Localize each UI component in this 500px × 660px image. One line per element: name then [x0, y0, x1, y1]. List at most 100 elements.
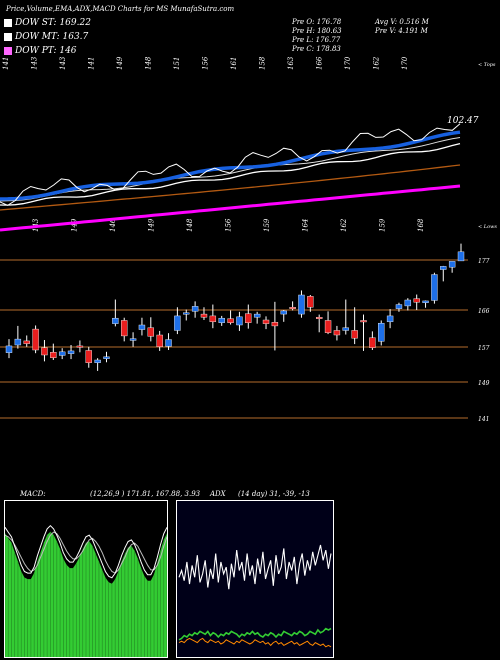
ema-blue-line: [0, 130, 461, 201]
ema-bottom-label: 146: [109, 218, 117, 232]
legend-label-st: DOW ST: 169.22: [15, 18, 91, 28]
macd-values: (12,26,9 ) 171.81, 167.88, 3.93: [90, 490, 201, 498]
price-axis-label: 157: [478, 345, 490, 352]
ema-value-label: 102.47: [447, 116, 479, 126]
candle-body: [218, 317, 225, 323]
ema-bottom-label: 168: [417, 218, 425, 232]
ema-top-label: 149: [116, 56, 124, 70]
ema-orange-line: [0, 164, 461, 211]
candle-body: [165, 339, 172, 347]
ema-bottom-label: 159: [263, 218, 271, 232]
macd-line: [5, 524, 167, 579]
stat-open: Pre O: 176.78: [292, 18, 342, 26]
candle-body: [67, 350, 75, 354]
candle-body: [112, 317, 119, 324]
plus-di-line: [178, 627, 332, 641]
candle-body: [448, 261, 456, 268]
adx-title: ADX: [210, 490, 226, 498]
ema-mt-line: [0, 142, 461, 206]
price-axis-label: 177: [478, 258, 490, 265]
macd-panel: [4, 500, 168, 658]
candle-body: [50, 352, 57, 358]
stat-low: Pre L: 176.77: [292, 36, 341, 44]
legend-dow-pt: DOW PT: 146: [4, 46, 77, 56]
candle-body: [351, 330, 358, 339]
candle-body: [200, 313, 208, 318]
ema-top-label: 170: [344, 56, 352, 70]
adx-values: (14 day) 31, -39, -13: [238, 490, 310, 498]
candle-body: [76, 345, 84, 348]
candle-body: [236, 316, 243, 326]
candle-body: [271, 322, 279, 327]
candle-body: [129, 338, 137, 341]
candle-body: [422, 300, 429, 303]
ema-bottom-label: 149: [71, 218, 79, 232]
ema-top-label: 170: [401, 56, 409, 70]
candle-body: [103, 356, 110, 359]
candle-body: [94, 359, 101, 363]
candle-body: [315, 317, 323, 319]
candle-body: [262, 319, 270, 324]
candle-body: [85, 350, 92, 363]
ema-bottom-label: 156: [225, 218, 233, 232]
candle-body: [191, 306, 199, 312]
stat-avg-volume: Avg V: 0.516 M: [375, 18, 429, 26]
ema-top-label: 162: [373, 56, 381, 70]
candle-body: [440, 266, 447, 270]
ema-top-label: 141: [88, 57, 96, 70]
ema-top-label: 141: [2, 57, 10, 70]
candle-body: [386, 315, 394, 323]
legend-dow-mt: DOW MT: 163.7: [4, 32, 88, 42]
candle-body: [324, 320, 332, 333]
candle-body: [138, 324, 146, 330]
ema-bottom-label: 164: [302, 219, 310, 232]
price-axis-label: 141: [478, 416, 489, 423]
lows-label: < Lows: [478, 224, 497, 230]
macd-title: MACD:: [20, 490, 46, 498]
price-axis-label: 149: [478, 380, 490, 387]
stat-close: Pre C: 178.83: [292, 45, 341, 53]
candle-body: [41, 347, 48, 356]
legend-swatch-pt-icon: [4, 47, 12, 55]
ema-bottom-label: 159: [379, 218, 387, 232]
price-layer: 177 166 157 149 141: [0, 243, 490, 423]
ema-top-label: 148: [145, 56, 153, 70]
tops-label: < Tops: [478, 62, 496, 68]
candle-body: [227, 318, 234, 323]
minus-di-line: [178, 637, 332, 648]
candle-body: [32, 328, 39, 351]
price-axis-label: 166: [478, 308, 490, 315]
legend-swatch-mt-icon: [4, 33, 12, 41]
candle-body: [298, 294, 305, 315]
ema-top-label: 158: [259, 56, 267, 70]
candle-body: [209, 315, 217, 323]
ema-top-label: 156: [202, 56, 210, 70]
ema-layer: 141 143 143 141 149 148 151 156 161 158 163 166 170 1…: [0, 56, 461, 232]
candle-body: [14, 338, 22, 346]
candle-body: [174, 315, 181, 331]
candle-body: [183, 312, 190, 315]
adx-chart: [178, 544, 332, 648]
candle-body: [395, 304, 403, 309]
candle-body: [147, 327, 155, 337]
ema-top-label: 143: [59, 56, 67, 70]
candle-body: [5, 345, 13, 353]
candle-body: [457, 251, 465, 262]
candle-body: [342, 327, 349, 331]
candle-body: [333, 330, 341, 336]
candle-body: [280, 310, 287, 315]
candle-body: [289, 307, 296, 309]
candle-body: [23, 340, 30, 344]
adx-panel: [176, 500, 334, 658]
candle-body: [404, 299, 412, 307]
legend-label-pt: DOW PT: 146: [15, 46, 77, 56]
ema-top-label: 161: [230, 57, 238, 70]
candle-body: [431, 274, 438, 301]
legend-dow-st: DOW ST: 169.22: [4, 18, 91, 28]
ema-top-label: 163: [287, 56, 295, 70]
candle-body: [413, 298, 420, 303]
stat-high: Pre H: 180.63: [292, 27, 342, 35]
legend-label-mt: DOW MT: 163.7: [15, 32, 89, 42]
candle-body: [360, 320, 367, 323]
